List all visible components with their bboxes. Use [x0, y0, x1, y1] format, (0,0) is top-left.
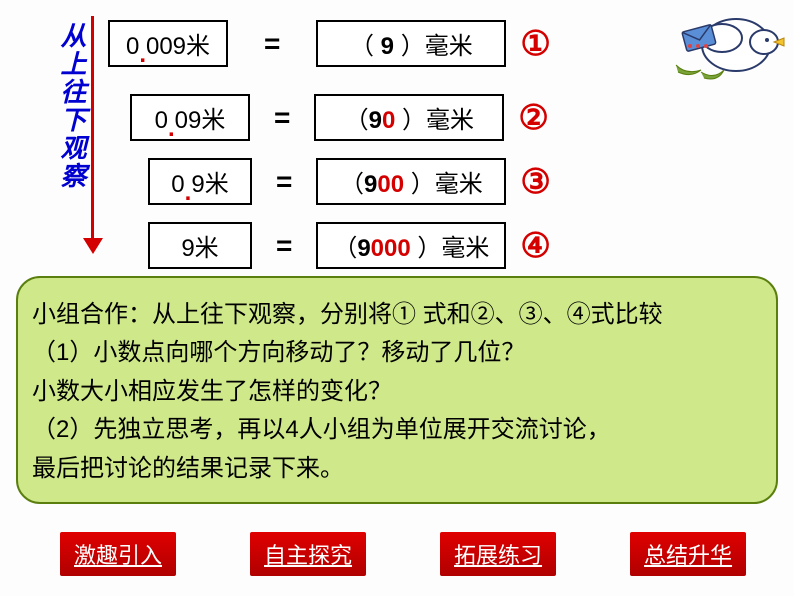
right-red: 0	[382, 107, 395, 134]
panel-line-2: （1）小数点向哪个方向移动了？移动了几位？	[32, 334, 762, 372]
paren-post: ）毫米	[411, 235, 490, 262]
decimal-dot: .	[168, 115, 175, 142]
frac-part: 009	[146, 33, 186, 60]
panel-line-1: 小组合作：从上往下观察，分别将① 式和②、③、④式比较	[32, 296, 762, 334]
left-value-box: 9米	[148, 222, 252, 269]
left-unit: 米	[201, 107, 225, 134]
right-red: 00	[377, 171, 404, 198]
right-base: 9	[357, 235, 370, 262]
arrow-shaft	[91, 16, 94, 242]
nav-btn-practice[interactable]: 拓展练习	[440, 532, 556, 576]
nav-button-row: 激趣引入 自主探究 拓展练习 总结升华	[60, 532, 760, 576]
equals-sign: =	[276, 166, 292, 198]
equals-sign: =	[274, 102, 290, 134]
circle-number: ③	[520, 162, 550, 202]
frac-part: 09	[175, 107, 202, 134]
equation-row-3: 0.9米 = （900 ）毫米 ③	[148, 158, 551, 205]
decimal-dot: .	[185, 179, 192, 206]
right-base: 9	[369, 107, 382, 134]
left-value-box: 0.009米	[108, 20, 228, 67]
panel-line-4: （2）先独立思考，再以4人小组为单位展开交流讨论，	[32, 411, 762, 449]
left-unit: 米	[186, 33, 210, 60]
paren-post: ）毫米	[395, 107, 474, 134]
frac-part: 9	[191, 171, 204, 198]
instruction-panel: 小组合作：从上往下观察，分别将① 式和②、③、④式比较 （1）小数点向哪个方向移…	[16, 276, 778, 504]
circle-number: ④	[520, 226, 550, 266]
equation-row-1: 0.009米 = （ 9 ）毫米 ①	[108, 20, 551, 67]
bird-illustration-icon	[666, 0, 786, 100]
int-part: 0	[126, 33, 139, 60]
nav-btn-intro[interactable]: 激趣引入	[60, 532, 176, 576]
right-value: 9	[381, 33, 394, 60]
equation-row-2: 0.09米 = （90 ）毫米 ②	[130, 94, 549, 141]
circle-number: ①	[520, 24, 550, 64]
int-part: 9	[181, 235, 194, 262]
nav-btn-explore[interactable]: 自主探究	[250, 532, 366, 576]
paren-pre: （	[345, 107, 369, 134]
paren-post: ）毫米	[404, 171, 483, 198]
right-value-box: （9000 ）毫米	[316, 222, 506, 269]
decimal-dot: .	[139, 41, 146, 68]
panel-line-3: 小数大小相应发生了怎样的变化？	[32, 373, 762, 411]
vertical-observation-label: 从上往下观察	[53, 22, 90, 190]
right-red: 000	[371, 235, 411, 262]
right-base: 9	[364, 171, 377, 198]
left-value-box: 0.09米	[130, 94, 250, 141]
paren-pre: （	[350, 33, 381, 60]
paren-post: ）毫米	[394, 33, 473, 60]
panel-line-5: 最后把讨论的结果记录下来。	[32, 450, 762, 488]
equals-sign: =	[276, 230, 292, 262]
arrow-head-icon	[83, 238, 103, 254]
equation-row-4: 9米 = （9000 ）毫米 ④	[148, 222, 551, 269]
equals-sign: =	[264, 28, 280, 60]
paren-pre: （	[340, 171, 364, 198]
int-part: 0	[155, 107, 168, 134]
right-value-box: （900 ）毫米	[316, 158, 506, 205]
circle-number: ②	[518, 98, 548, 138]
left-value-box: 0.9米	[148, 158, 252, 205]
int-part: 0	[171, 171, 184, 198]
nav-btn-summary[interactable]: 总结升华	[630, 532, 746, 576]
right-value-box: （90 ）毫米	[314, 94, 504, 141]
left-unit: 米	[205, 171, 229, 198]
paren-pre: （	[333, 235, 357, 262]
right-value-box: （ 9 ）毫米	[316, 20, 506, 67]
left-unit: 米	[195, 235, 219, 262]
